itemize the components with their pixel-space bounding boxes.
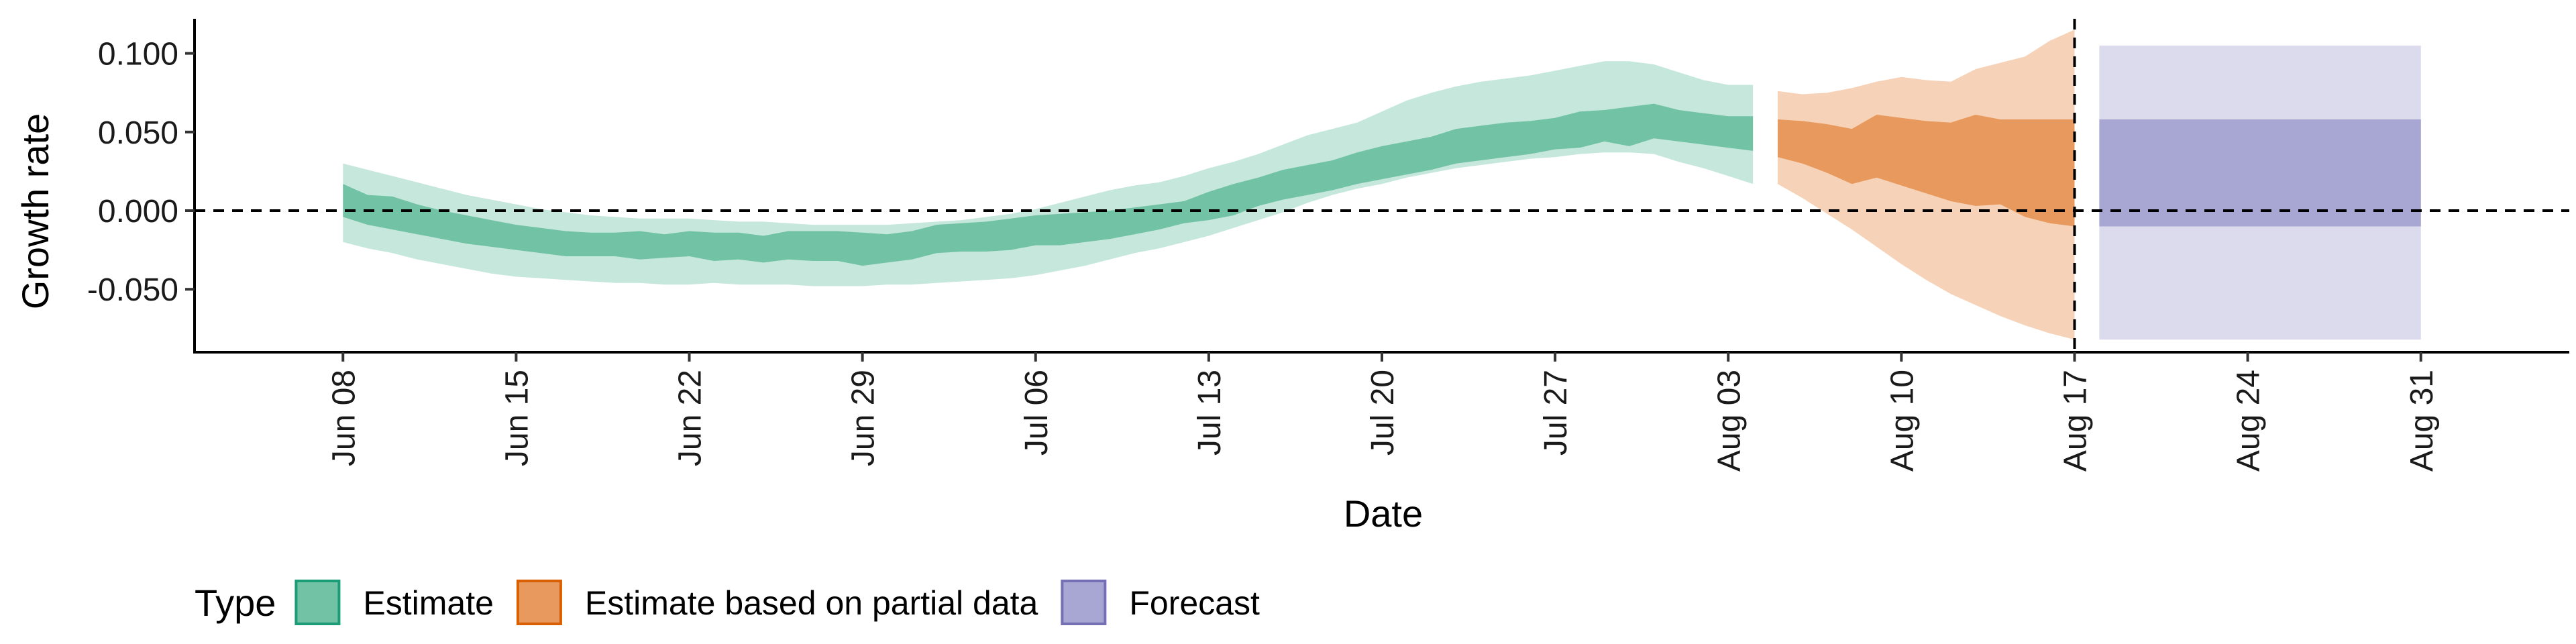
legend: Type Estimate Estimate based on partial d… xyxy=(195,580,1260,625)
x-axis-title: Date xyxy=(1344,492,1423,535)
y-tick-label: 0.100 xyxy=(98,37,178,72)
y-tick-label: 0.000 xyxy=(98,194,178,229)
legend-swatch-forecast xyxy=(1061,580,1107,625)
x-tick-label: Jul 06 xyxy=(1019,370,1055,455)
x-tick-label: Aug 31 xyxy=(2404,370,2440,472)
x-tick-label: Jul 13 xyxy=(1192,370,1228,455)
x-tick-label: Aug 17 xyxy=(2058,370,2094,472)
x-tick-label: Aug 03 xyxy=(1711,370,1747,472)
estimate-based-on-partial-data-band-50 xyxy=(1778,115,2075,227)
legend-title: Type xyxy=(195,582,276,624)
x-tick-label: Jun 29 xyxy=(846,370,881,466)
x-tick-label: Jun 15 xyxy=(499,370,535,466)
legend-label-estimate-based-on-partial-data: Estimate based on partial data xyxy=(585,584,1038,622)
legend-swatch-estimate xyxy=(294,580,341,625)
x-tick-label: Jun 08 xyxy=(326,370,362,466)
y-tick-label: 0.050 xyxy=(98,115,178,151)
estimate-band-50 xyxy=(343,103,1754,266)
x-tick-label: Aug 24 xyxy=(2231,370,2267,472)
y-tick-label: -0.050 xyxy=(87,272,178,308)
legend-swatch-estimate-based-on-partial-data xyxy=(516,580,562,625)
x-tick-label: Aug 10 xyxy=(1884,370,1920,472)
x-tick-label: Jul 20 xyxy=(1365,370,1401,455)
uncertainty-bands xyxy=(343,30,2421,340)
legend-label-estimate: Estimate xyxy=(363,584,494,622)
legend-label-forecast: Forecast xyxy=(1129,584,1260,622)
y-axis-title: Growth rate xyxy=(14,113,56,310)
x-tick-label: Jun 22 xyxy=(673,370,708,466)
estimate-band-90 xyxy=(343,61,1754,286)
y-axis-ticks: -0.050 0.000 0.050 0.100 xyxy=(87,37,195,308)
x-tick-label: Jul 27 xyxy=(1538,370,1574,455)
x-axis-ticks: Jun 08 Jun 15 Jun 22 Jun 29 Jul 06 Jul 13 Jul … xyxy=(326,352,2440,472)
forecast-band-50 xyxy=(2099,119,2421,227)
reference-lines xyxy=(195,19,2569,352)
